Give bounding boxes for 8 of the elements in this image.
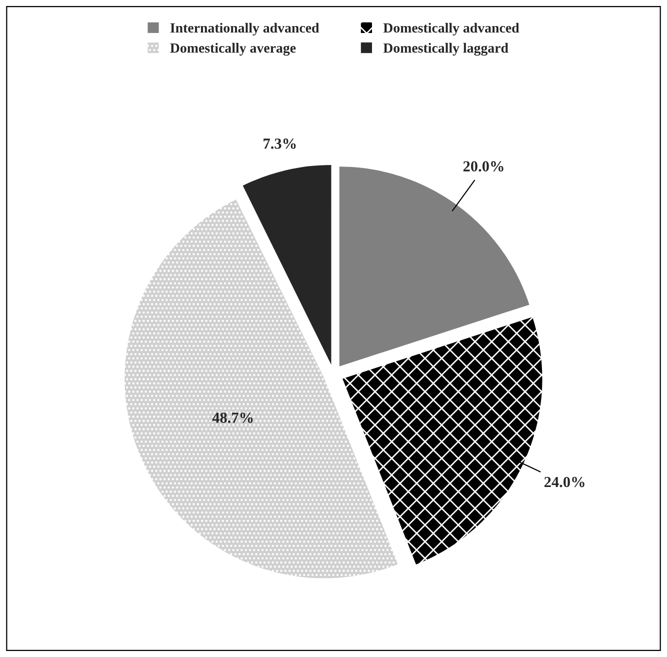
data-label: 48.7% <box>212 412 253 423</box>
legend-label: Domestically average <box>170 42 296 56</box>
data-label: 7.3% <box>264 138 296 149</box>
data-label: 20.0% <box>463 161 504 172</box>
legend-label: Domestically advanced <box>383 22 520 36</box>
legend-label: Domestically laggard <box>383 42 508 56</box>
legend-label: Internationally advanced <box>170 22 320 36</box>
data-label: 24.0% <box>544 476 584 488</box>
